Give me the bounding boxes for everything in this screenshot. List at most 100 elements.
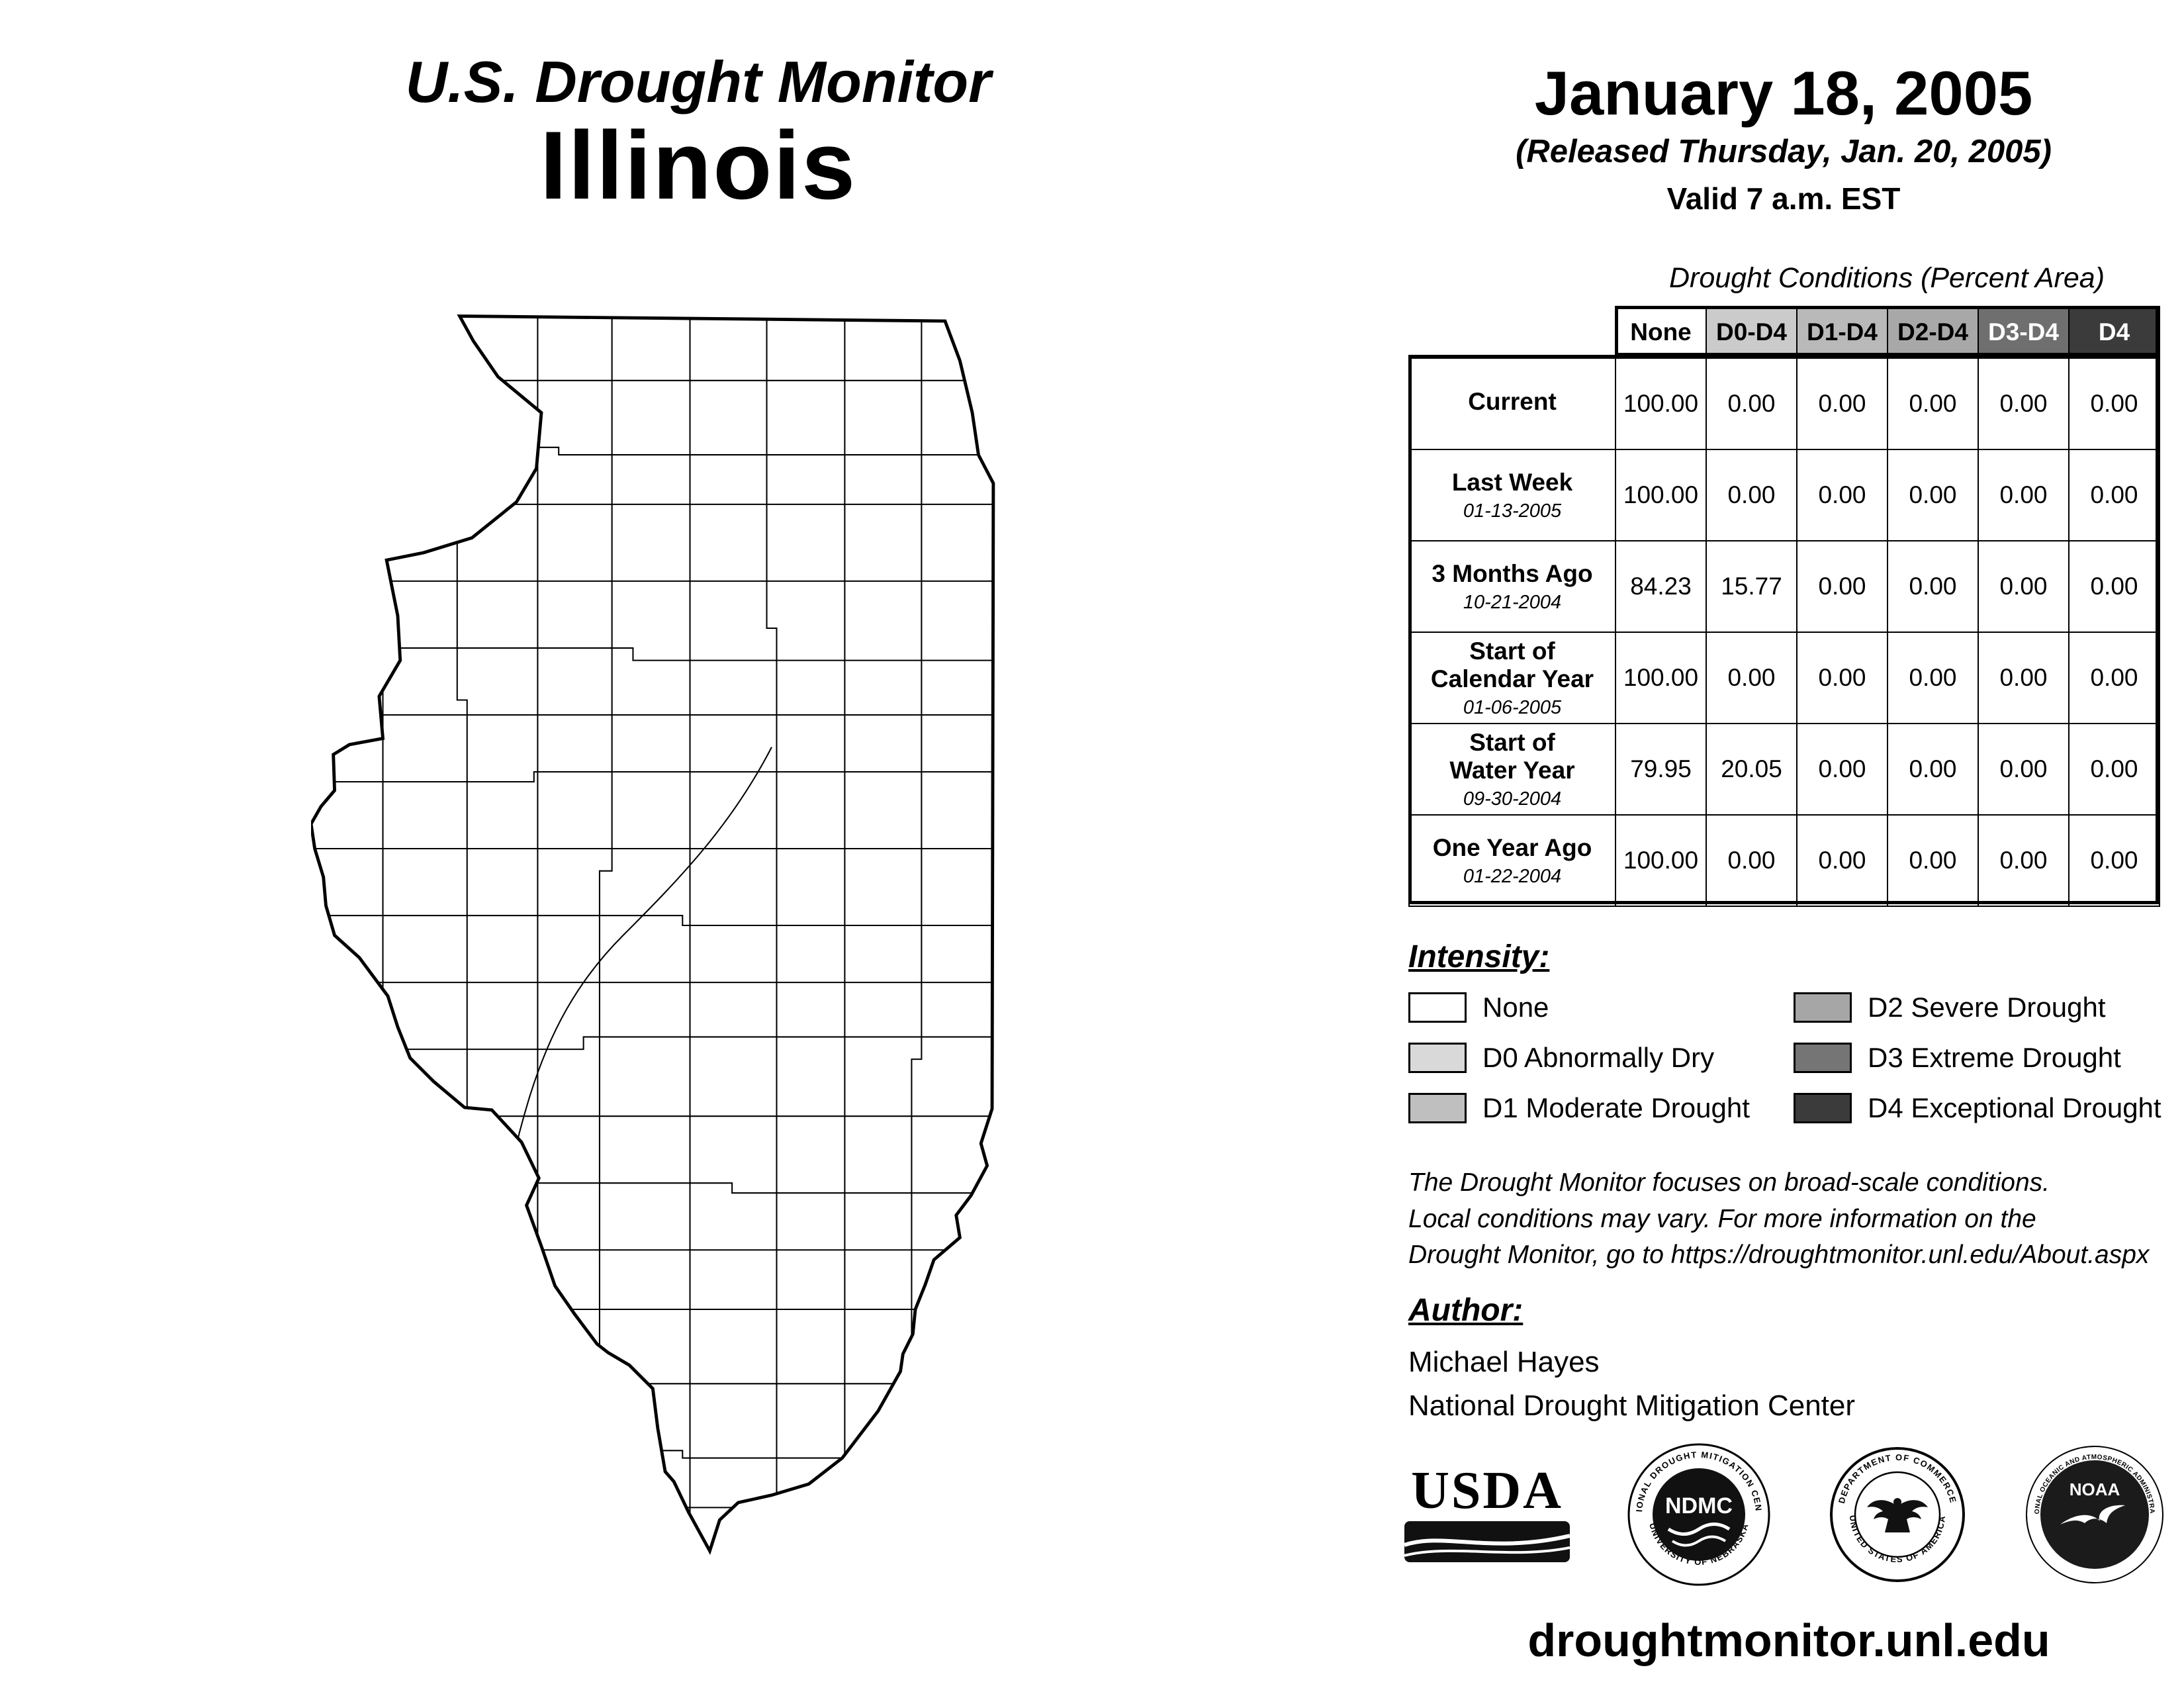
value-cell: 0.00 (1978, 540, 2070, 633)
value-cell: 0.00 (1706, 449, 1797, 541)
value-cell: 0.00 (2068, 449, 2160, 541)
value-cell: 0.00 (1706, 357, 1797, 450)
state-outline (309, 314, 995, 1556)
value-cell: 15.77 (1706, 540, 1797, 633)
legend-swatch-d4 (1794, 1093, 1852, 1123)
value-cell: 0.00 (2068, 814, 2160, 907)
usda-logo: USDA (1404, 1464, 1570, 1566)
disclaimer-line: Local conditions may vary. For more info… (1408, 1204, 2036, 1233)
legend-item-d0: D0 Abnormally Dry (1408, 1042, 1794, 1074)
value-cell: 79.95 (1615, 723, 1707, 816)
value-cell: 100.00 (1615, 357, 1707, 450)
author-name: Michael Hayes (1408, 1346, 1600, 1378)
legend-item-none: None (1408, 992, 1794, 1023)
ndmc-logo: NATIONAL DROUGHT MITIGATION CENTER UNIVE… (1626, 1442, 1770, 1586)
svg-text:NDMC: NDMC (1665, 1493, 1733, 1519)
legend-swatch-d3 (1794, 1043, 1852, 1073)
disclaimer-line: Drought Monitor, go to https://droughtmo… (1408, 1241, 2150, 1270)
gull-icon (2060, 1505, 2125, 1524)
state-fill (311, 316, 993, 1551)
table-caption: Drought Conditions (Percent Area) (1668, 262, 2105, 294)
table-row-start-calendar-year: Start of Calendar Year 01-06-2005 100.00… (1408, 632, 2160, 724)
legend-swatch-d1 (1408, 1093, 1467, 1123)
col-header-d2d4: D2-D4 (1887, 306, 1979, 359)
table-row-start-water-year: Start of Water Year 09-30-2004 79.95 20.… (1408, 723, 2160, 816)
legend-item-d2: D2 Severe Drought (1794, 992, 2169, 1023)
table-row-last-week: Last Week 01-13-2005 100.00 0.00 0.00 0.… (1408, 449, 2160, 541)
table-header-row: None D0-D4 D1-D4 D2-D4 D3-D4 D4 (1409, 306, 2160, 359)
intensity-legend: None D2 Severe Drought D0 Abnormally Dry… (1408, 992, 2169, 1124)
value-cell: 0.00 (1796, 814, 1888, 907)
intensity-heading: Intensity: (1408, 939, 1550, 974)
row-label: Start of Water Year 09-30-2004 (1408, 723, 1616, 816)
value-cell: 0.00 (1887, 540, 1979, 633)
legend-item-d4: D4 Exceptional Drought (1794, 1092, 2169, 1124)
disclaimer: The Drought Monitor focuses on broad-sca… (1408, 1165, 2176, 1274)
value-cell: 0.00 (1978, 632, 2070, 724)
value-cell: 0.00 (1887, 449, 1979, 541)
value-cell: 0.00 (1978, 449, 2070, 541)
legend-item-d3: D3 Extreme Drought (1794, 1042, 2169, 1074)
table-row-current: Current 100.00 0.00 0.00 0.00 0.00 0.00 (1408, 357, 2160, 450)
corner-cell (1409, 306, 1615, 358)
value-cell: 20.05 (1706, 723, 1797, 816)
row-label: Start of Calendar Year 01-06-2005 (1408, 632, 1616, 724)
author-block: Author: Michael Hayes National Drought M… (1408, 1292, 2176, 1423)
table-row-one-year-ago: One Year Ago 01-22-2004 100.00 0.00 0.00… (1408, 814, 2160, 907)
usda-wordmark: USDA (1411, 1461, 1563, 1520)
author-org: National Drought Mitigation Center (1408, 1389, 1856, 1422)
value-cell: 0.00 (2068, 540, 2160, 633)
value-cell: 0.00 (1796, 357, 1888, 450)
row-label: Last Week 01-13-2005 (1408, 449, 1616, 541)
row-label: Current (1408, 357, 1616, 450)
value-cell: 0.00 (1978, 357, 2070, 450)
legend-item-d1: D1 Moderate Drought (1408, 1092, 1794, 1124)
value-cell: 0.00 (2068, 723, 2160, 816)
col-header-none: None (1615, 306, 1707, 359)
col-header-d4: D4 (2068, 306, 2160, 359)
site-url: droughtmonitor.unl.edu (1527, 1615, 2050, 1666)
released-date: (Released Thursday, Jan. 20, 2005) (1516, 133, 2052, 169)
legend-swatch-d0 (1408, 1043, 1467, 1073)
value-cell: 0.00 (1887, 632, 1979, 724)
value-cell: 100.00 (1615, 632, 1707, 724)
illinois-map-svg (309, 314, 995, 1556)
value-cell: 0.00 (1796, 540, 1888, 633)
drought-conditions-table: None D0-D4 D1-D4 D2-D4 D3-D4 D4 Current … (1408, 306, 2160, 907)
doc-seal: DEPARTMENT OF COMMERCE UNITED STATES OF … (1830, 1447, 1965, 1582)
eagle-emblem (1867, 1498, 1928, 1532)
col-header-d3d4: D3-D4 (1978, 306, 2070, 359)
svg-text:NOAA: NOAA (2070, 1479, 2120, 1499)
value-cell: 0.00 (1796, 723, 1888, 816)
logo-row: USDA NATIONAL DROUGHT MITIGATION CENTER … (1404, 1442, 2165, 1587)
author-heading: Author: (1408, 1293, 1524, 1328)
monitor-title: U.S. Drought Monitor (405, 49, 991, 115)
value-cell: 0.00 (1706, 632, 1797, 724)
table-row-3-months-ago: 3 Months Ago 10-21-2004 84.23 15.77 0.00… (1408, 540, 2160, 633)
state-title: Illinois (539, 111, 857, 220)
illinois-county-map (309, 310, 1079, 1561)
valid-time: Valid 7 a.m. EST (1666, 181, 1901, 216)
legend-swatch-none (1408, 992, 1467, 1023)
value-cell: 0.00 (1796, 449, 1888, 541)
value-cell: 0.00 (1796, 632, 1888, 724)
row-label: One Year Ago 01-22-2004 (1408, 814, 1616, 907)
value-cell: 0.00 (2068, 632, 2160, 724)
value-cell: 0.00 (1887, 814, 1979, 907)
left-title-block: U.S. Drought Monitor Illinois (285, 49, 1112, 220)
legend-swatch-d2 (1794, 992, 1852, 1023)
value-cell: 100.00 (1615, 814, 1707, 907)
value-cell: 0.00 (1887, 723, 1979, 816)
value-cell: 84.23 (1615, 540, 1707, 633)
date-block: January 18, 2005 (Released Thursday, Jan… (1403, 60, 2164, 216)
disclaimer-line: The Drought Monitor focuses on broad-sca… (1408, 1168, 2050, 1197)
usda-swoosh (1404, 1521, 1570, 1562)
value-cell: 0.00 (1706, 814, 1797, 907)
value-cell: 0.00 (2068, 357, 2160, 450)
value-cell: 0.00 (1978, 814, 2070, 907)
value-cell: 0.00 (1978, 723, 2070, 816)
value-cell: 100.00 (1615, 449, 1707, 541)
value-cell: 0.00 (1887, 357, 1979, 450)
col-header-d1d4: D1-D4 (1796, 306, 1888, 359)
